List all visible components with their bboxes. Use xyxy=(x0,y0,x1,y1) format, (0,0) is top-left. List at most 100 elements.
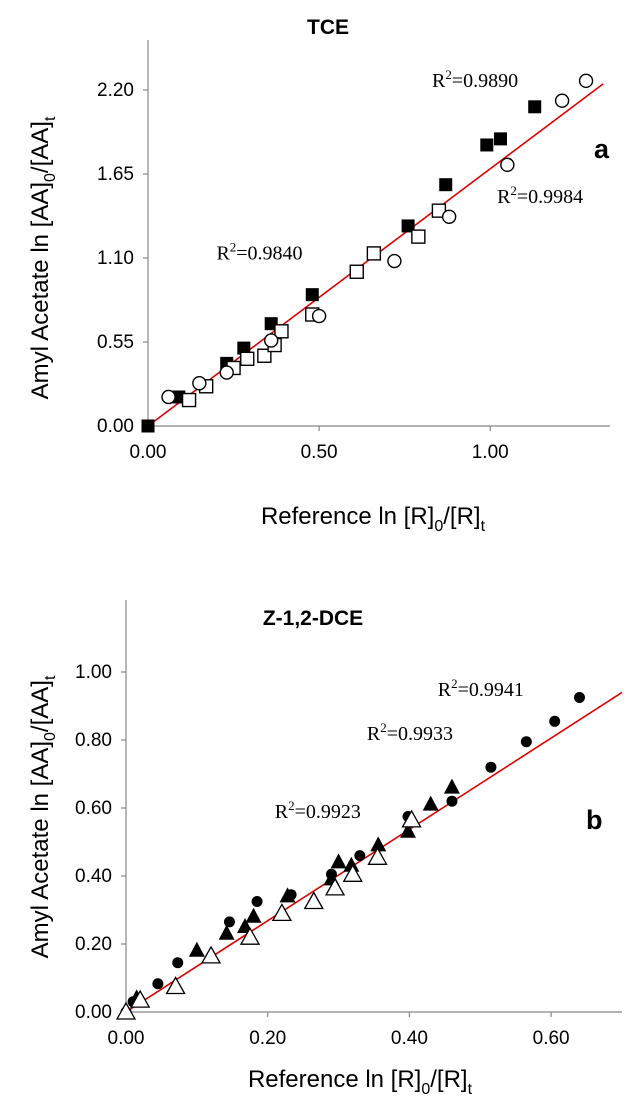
data-point-filled-square xyxy=(141,419,155,433)
annotations-z12dce: R2=0.9941 R2=0.9933 R2=0.9923 xyxy=(275,676,524,823)
data-point-filled-triangle xyxy=(188,941,205,957)
x-axis-label-tce: Reference ln [R]0/[R]t xyxy=(261,503,486,535)
y-axis-label-z12dce: Amyl Acetate ln [AA]0/[AA]t xyxy=(27,675,59,958)
data-point-filled-triangle xyxy=(330,853,347,869)
axes-z12dce xyxy=(121,600,622,1017)
y-axis-label-subt: t xyxy=(42,116,59,121)
data-point-open-triangle xyxy=(342,863,363,882)
data-point-open-square xyxy=(257,348,272,363)
data-point-open-circle xyxy=(219,365,234,380)
data-point-filled-triangle xyxy=(370,836,387,852)
data-point-filled-circle xyxy=(485,761,497,773)
data-point-open-triangle xyxy=(165,976,186,995)
r-squared-label: R2=0.9984 xyxy=(497,183,583,208)
tick-labels-z12dce: 0.00 0.20 0.40 0.60 0.80 1.00 0.00 0.20 0.40 0.60 xyxy=(75,662,570,1049)
x-tick-label: 0.50 xyxy=(301,442,338,463)
r-squared-label: R2=0.9941 xyxy=(438,676,524,701)
data-point-open-triangle xyxy=(324,877,346,896)
data-point-open-triangle xyxy=(115,1001,137,1020)
data-point-open-triangle xyxy=(303,891,324,910)
data-point-filled-triangle xyxy=(343,856,360,872)
data-point-open-circle xyxy=(554,93,570,108)
r-squared-label: R2=0.9933 xyxy=(367,720,453,745)
data-point-filled-square xyxy=(401,219,415,233)
points-z12dce xyxy=(115,692,585,1020)
x-tick-label: 0.20 xyxy=(249,1028,286,1049)
data-point-open-circle xyxy=(578,73,594,89)
x-axis-label-mid: /[R] xyxy=(430,1066,467,1093)
data-point-filled-triangle xyxy=(279,887,296,903)
x-axis-label-sub0: 0 xyxy=(421,1081,430,1097)
data-point-filled-circle xyxy=(354,850,366,862)
data-point-open-triangle xyxy=(130,989,151,1008)
chart-title-z12dce: Z-1,2-DCE xyxy=(263,607,363,630)
y-tick-label: 0.55 xyxy=(97,332,134,353)
x-axis-label-text: Reference ln [R] xyxy=(248,1066,421,1093)
data-point-open-square xyxy=(349,264,364,279)
data-point-filled-triangle xyxy=(400,822,417,838)
data-point-open-circle xyxy=(441,209,457,224)
data-point-open-circle xyxy=(387,253,402,269)
chart-z12dce: Z-1,2-DCE 0.000.200.400.600.801.000.00 0.… xyxy=(27,600,623,1097)
y-axis-label-sub0: 0 xyxy=(42,173,59,182)
data-point-filled-square xyxy=(528,100,542,114)
data-point-open-square xyxy=(411,229,426,244)
y-tick-label: 0.40 xyxy=(75,866,112,887)
points-tce xyxy=(141,73,594,433)
y-tick-label: 0.60 xyxy=(75,798,112,819)
y-tick-label: 0.00 xyxy=(97,416,134,437)
chart-title-tce: TCE xyxy=(307,16,349,39)
data-point-open-square xyxy=(181,392,197,408)
data-point-filled-circle xyxy=(251,896,263,907)
data-point-open-square xyxy=(240,351,255,366)
x-axis-label-subt: t xyxy=(481,518,486,535)
panel-label-a: a xyxy=(594,134,610,164)
y-axis-label-mid: /[AA] xyxy=(27,121,54,173)
x-axis-label-text: Reference ln [R] xyxy=(261,503,434,530)
y-tick-label: 1.10 xyxy=(97,248,134,269)
data-point-filled-circle xyxy=(152,978,164,990)
data-point-filled-triangle xyxy=(218,924,235,940)
panel-label-b: b xyxy=(586,805,603,835)
x-tick-label: 0.40 xyxy=(391,1028,428,1049)
data-point-open-square xyxy=(274,324,289,339)
data-point-open-triangle xyxy=(271,903,292,922)
data-point-filled-square xyxy=(305,288,319,302)
y-axis-label-subt: t xyxy=(42,675,59,680)
chart-tce: TCE 0.00 0.55 1.10 1.65 2.20 0.00 0.50 1.00 R2=… xyxy=(27,16,610,535)
data-point-open-circle xyxy=(311,308,327,324)
x-axis-label-z12dce: Reference ln [R]0/[R]t xyxy=(248,1066,473,1097)
data-point-filled-circle xyxy=(520,736,532,748)
y-axis-label-mid: /[AA] xyxy=(27,680,54,732)
data-point-filled-triangle xyxy=(443,778,460,794)
y-tick-label: 0.80 xyxy=(75,730,112,751)
x-axis-label-sub0: 0 xyxy=(434,518,443,535)
data-point-open-triangle xyxy=(367,846,388,865)
data-point-open-triangle xyxy=(239,926,261,945)
annotations-tce: R2=0.9890 R2=0.9984 R2=0.9840 xyxy=(216,67,583,265)
y-axis-label-sub0: 0 xyxy=(42,732,59,741)
data-point-filled-square xyxy=(439,178,453,192)
data-point-open-triangle xyxy=(200,945,222,964)
y-axis-label-text: Amyl Acetate ln [AA] xyxy=(27,182,54,399)
data-point-open-triangle xyxy=(401,809,422,828)
data-point-filled-triangle xyxy=(245,907,262,923)
data-point-open-circle xyxy=(192,376,207,391)
data-point-open-circle xyxy=(500,157,515,173)
r-squared-label: R2=0.9923 xyxy=(275,798,361,823)
x-tick-label: 0.60 xyxy=(533,1028,570,1049)
data-point-filled-circle xyxy=(172,957,184,969)
y-tick-label: 0.00 xyxy=(75,1002,112,1023)
r-squared-label: R2=0.9890 xyxy=(432,67,518,92)
y-tick-label: 1.00 xyxy=(75,662,112,683)
y-tick-label: 2.20 xyxy=(97,80,134,101)
y-tick-label: 0.20 xyxy=(75,934,112,955)
data-point-filled-circle xyxy=(573,692,585,703)
data-point-filled-circle xyxy=(223,916,235,928)
y-tick-label: 1.65 xyxy=(97,164,134,185)
data-point-open-circle xyxy=(264,333,279,348)
y-axis-label-text: Amyl Acetate ln [AA] xyxy=(27,741,54,958)
x-axis-label-mid: /[R] xyxy=(443,503,480,530)
data-point-filled-square xyxy=(480,138,494,152)
